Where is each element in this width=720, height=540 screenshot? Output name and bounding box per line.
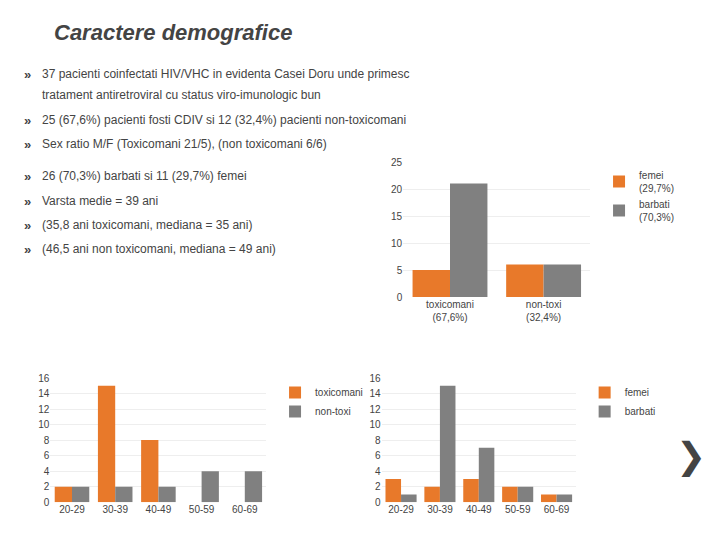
svg-text:(46,5 ani non toxicomani, medi: (46,5 ani non toxicomani, mediana = 49 a… bbox=[42, 242, 276, 256]
svg-text:Varsta medie = 39 ani: Varsta medie = 39 ani bbox=[42, 194, 158, 208]
svg-text:5: 5 bbox=[397, 265, 403, 276]
svg-text:16: 16 bbox=[369, 373, 381, 384]
svg-text:6: 6 bbox=[44, 450, 50, 461]
svg-text:20-29: 20-29 bbox=[59, 504, 85, 515]
svg-text:2: 2 bbox=[44, 481, 50, 492]
svg-text:barbati: barbati bbox=[625, 406, 656, 417]
svg-text:non-toxi(32,4%): non-toxi(32,4%) bbox=[526, 299, 562, 323]
svg-text:50-59: 50-59 bbox=[505, 504, 531, 515]
svg-text:14: 14 bbox=[369, 388, 381, 399]
svg-text:8: 8 bbox=[375, 435, 381, 446]
svg-text:30-39: 30-39 bbox=[427, 504, 453, 515]
svg-text:»: » bbox=[24, 194, 31, 209]
svg-text:non-toxi: non-toxi bbox=[315, 406, 351, 417]
svg-text:0: 0 bbox=[397, 292, 403, 303]
svg-text:16: 16 bbox=[38, 373, 50, 384]
svg-text:50-59: 50-59 bbox=[189, 504, 215, 515]
svg-text:»: » bbox=[24, 218, 31, 233]
svg-text:»: » bbox=[24, 169, 31, 184]
svg-text:20-29: 20-29 bbox=[388, 504, 414, 515]
svg-text:37 pacienti coinfectati HIV/VH: 37 pacienti coinfectati HIV/VHC in evide… bbox=[42, 67, 410, 81]
svg-text:toxicomani(67,6%): toxicomani(67,6%) bbox=[426, 299, 474, 323]
svg-text:(35,8 ani toxicomani, mediana: (35,8 ani toxicomani, mediana = 35 ani) bbox=[42, 218, 252, 232]
svg-text:10: 10 bbox=[38, 419, 50, 430]
svg-text:8: 8 bbox=[44, 435, 50, 446]
svg-text:toxicomani: toxicomani bbox=[315, 387, 363, 398]
svg-text:40-49: 40-49 bbox=[146, 504, 172, 515]
svg-text:»: » bbox=[24, 113, 31, 128]
svg-text:40-49: 40-49 bbox=[466, 504, 492, 515]
svg-text:60-69: 60-69 bbox=[232, 504, 258, 515]
svg-text:barbati(70,3%): barbati(70,3%) bbox=[639, 199, 674, 223]
svg-text:12: 12 bbox=[38, 404, 50, 415]
svg-text:4: 4 bbox=[44, 466, 50, 477]
svg-text:»: » bbox=[24, 137, 31, 152]
svg-text:26 (70,3%) barbati si 11 (29,7: 26 (70,3%) barbati si 11 (29,7%) femei bbox=[42, 169, 247, 183]
svg-text:Sex ratio M/F (Toxicomani 21/5: Sex ratio M/F (Toxicomani 21/5), (non to… bbox=[42, 137, 327, 151]
svg-text:6: 6 bbox=[375, 450, 381, 461]
svg-text:10: 10 bbox=[369, 419, 381, 430]
svg-text:❯: ❯ bbox=[676, 435, 706, 477]
svg-text:30-39: 30-39 bbox=[102, 504, 128, 515]
svg-text:10: 10 bbox=[391, 238, 403, 249]
svg-text:14: 14 bbox=[38, 388, 50, 399]
svg-text:60-69: 60-69 bbox=[544, 504, 570, 515]
svg-text:25 (67,6%) pacienti fosti CDIV: 25 (67,6%) pacienti fosti CDIV si 12 (32… bbox=[42, 113, 406, 127]
svg-text:0: 0 bbox=[375, 497, 381, 508]
svg-text:0: 0 bbox=[44, 497, 50, 508]
svg-text:4: 4 bbox=[375, 466, 381, 477]
svg-text:25: 25 bbox=[391, 157, 403, 168]
svg-text:12: 12 bbox=[369, 404, 381, 415]
svg-text:femei(29,7%): femei(29,7%) bbox=[639, 170, 674, 194]
svg-text:20: 20 bbox=[391, 184, 403, 195]
svg-text:»: » bbox=[24, 242, 31, 257]
svg-text:»: » bbox=[24, 67, 31, 82]
svg-text:femei: femei bbox=[625, 387, 649, 398]
svg-text:Caractere demografice: Caractere demografice bbox=[54, 20, 292, 45]
svg-text:2: 2 bbox=[375, 481, 381, 492]
svg-text:15: 15 bbox=[391, 211, 403, 222]
svg-text:tratament antiretroviral cu st: tratament antiretroviral cu status viro-… bbox=[42, 88, 321, 102]
